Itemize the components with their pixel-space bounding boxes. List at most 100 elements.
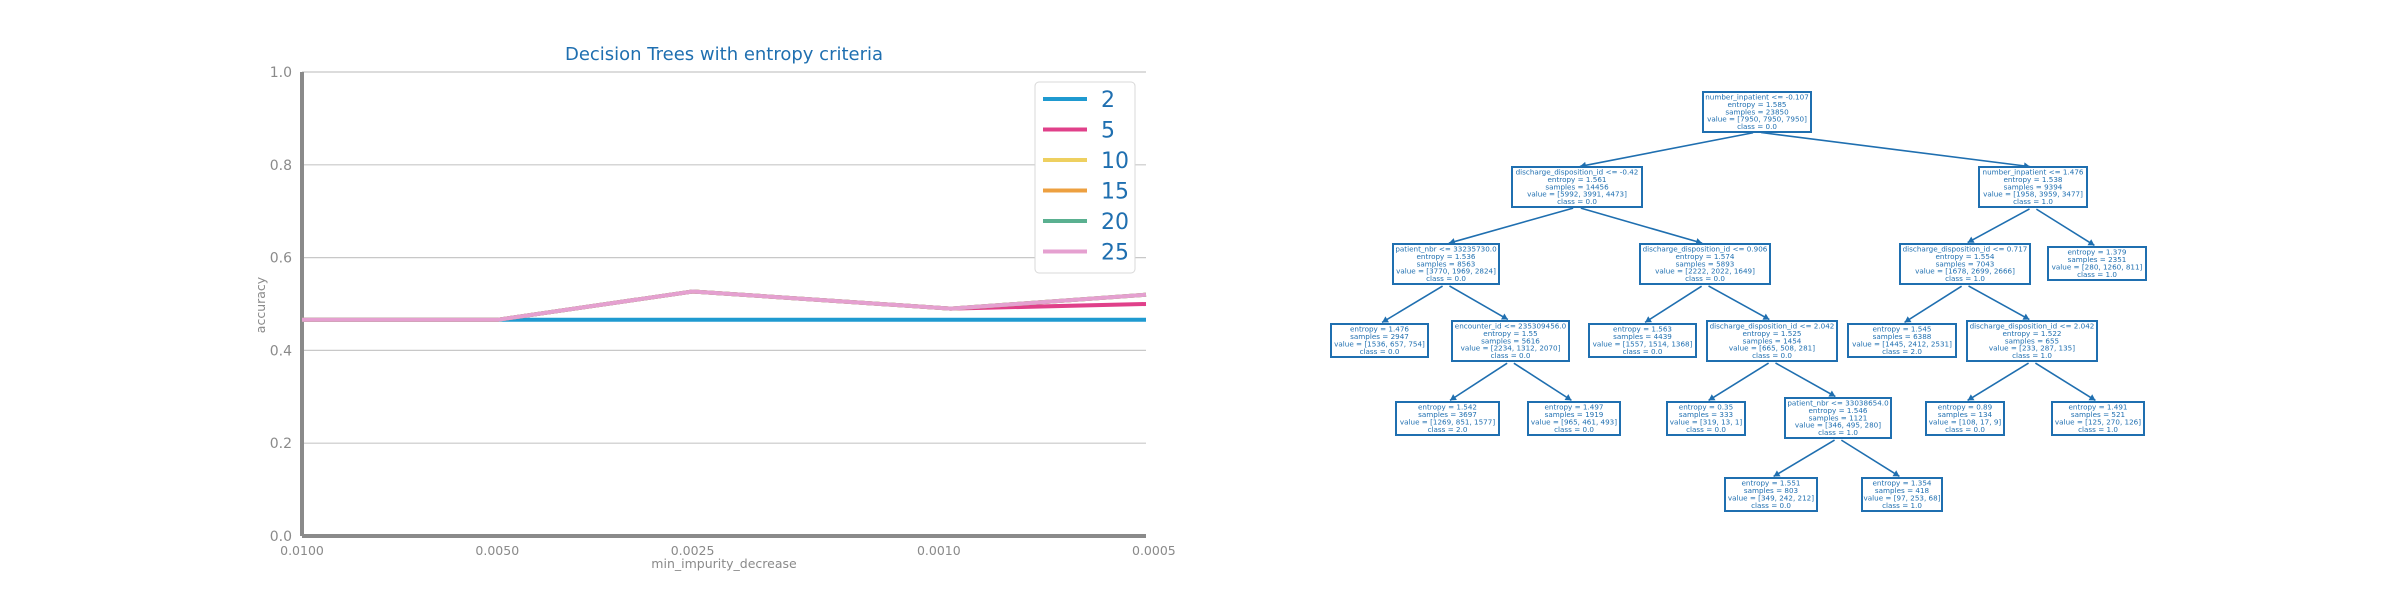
tree-node-text: discharge_disposition_id <= 0.717 <box>1903 245 2028 254</box>
tree-node-n10: discharge_disposition_id <= 2.042entropy… <box>1706 320 1838 362</box>
tree-node-text: entropy = 1.546 <box>1809 406 1868 415</box>
tree-node-text: value = [1678, 2699, 2666] <box>1915 267 2015 276</box>
tree-node-box <box>1330 323 1429 358</box>
tree-node-text: class = 0.0 <box>1557 197 1597 206</box>
tree-node-text: entropy = 0.89 <box>1938 403 1993 412</box>
tree-node-box <box>1392 243 1500 285</box>
tree-node-text: value = [1536, 657, 754] <box>1334 340 1425 349</box>
tree-edge-arrowhead <box>1564 394 1572 401</box>
tree-edge-arrowhead <box>1645 316 1652 323</box>
legend-label: 15 <box>1101 180 1129 205</box>
tree-edge-arrowhead <box>1967 394 1975 401</box>
x-tick-label: 0.0005 <box>1132 543 1176 558</box>
tree-node-text: value = [665, 508, 281] <box>1729 344 1815 353</box>
legend-label: 20 <box>1101 210 1129 235</box>
tree-edge <box>1579 131 1754 168</box>
tree-node-text: value = [1958, 3959, 3477] <box>1983 190 2083 199</box>
tree-node-text: samples = 655 <box>2005 336 2059 345</box>
tree-edges <box>1381 131 2096 478</box>
y-tick-label: 0.0 <box>270 529 292 545</box>
tree-edge <box>1381 285 1443 324</box>
tree-node-text: samples = 418 <box>1875 486 1930 495</box>
tree-edge-arrowhead <box>1382 316 1390 323</box>
tree-edge <box>1644 285 1703 324</box>
tree-edge-arrowhead <box>1500 313 1508 320</box>
tree-node-text: value = [125, 270, 126] <box>2055 418 2141 427</box>
tree-edge <box>1449 362 1508 402</box>
tree-node-text: class = 1.0 <box>1818 428 1858 437</box>
tree-node-text: entropy = 1.55 <box>1483 329 1537 338</box>
tree-node-text: value = [3770, 1969, 2824] <box>1396 267 1496 276</box>
tree-node-text: value = [346, 495, 280] <box>1795 421 1881 430</box>
series-line-25 <box>302 289 1147 322</box>
y-tick-label: 1.0 <box>270 65 292 81</box>
tree-node-text: class = 0.0 <box>1623 347 1663 356</box>
tree-edge <box>1513 362 1572 402</box>
tree-node-text: samples = 5893 <box>1676 259 1735 268</box>
tree-node-text: entropy = 0.35 <box>1679 403 1733 412</box>
tree-edge-arrowhead <box>1773 470 1781 477</box>
tree-edge-arrowhead <box>2022 313 2030 320</box>
tree-edge <box>1967 362 2030 402</box>
tree-node-text: samples = 333 <box>1679 410 1733 419</box>
tree-node-text: discharge_disposition_id <= 0.906 <box>1643 245 1768 254</box>
y-tick-label: 0.4 <box>270 343 292 359</box>
axes <box>300 72 1146 538</box>
tree-node-text: patient_nbr <= 33235730.0 <box>1395 245 1497 254</box>
tree-node-text: class = 2.0 <box>1428 425 1468 434</box>
tree-node-text: entropy = 1.545 <box>1873 325 1932 334</box>
tree-node-text: value = [1269, 851, 1577] <box>1400 418 1495 427</box>
tree-node-text: samples = 2947 <box>1350 332 1409 341</box>
tree-edge <box>1773 439 1835 478</box>
tree-node-n12: discharge_disposition_id <= 2.042entropy… <box>1966 320 2098 362</box>
tree-node-box <box>1899 243 2031 285</box>
tree-edge <box>2035 208 2095 247</box>
tree-node-text: samples = 5616 <box>1481 336 1540 345</box>
tree-node-text: samples = 803 <box>1744 486 1798 495</box>
tree-node-text: samples = 1454 <box>1743 336 1802 345</box>
tree-node-text: class = 1.0 <box>2012 351 2052 360</box>
tick-labels: 0.0 0.2 0.4 0.6 0.8 1.0 0.0100 0.0050 0.0025 0.00… <box>270 65 1176 558</box>
tree-edge-arrowhead <box>1708 394 1716 401</box>
tree-node-box <box>1639 243 1771 285</box>
tree-node-text: class = 1.0 <box>2078 425 2118 434</box>
tree-edge-arrowhead <box>1762 313 1770 320</box>
x-tick-label: 0.0050 <box>475 543 519 558</box>
legend-label: 5 <box>1101 119 1115 144</box>
tree-edge-arrowhead <box>1450 394 1457 401</box>
x-tick-label: 0.0025 <box>671 543 715 558</box>
tree-node-text: class = 0.0 <box>1752 351 1792 360</box>
tree-node-box <box>1978 166 2088 208</box>
tree-node-text: entropy = 1.563 <box>1613 325 1672 334</box>
tree-node-text: entropy = 1.497 <box>1545 403 1604 412</box>
tree-node-text: value = [5992, 3991, 4473] <box>1527 190 1627 199</box>
tree-node-text: class = 1.0 <box>2077 270 2117 279</box>
tree-node-text: entropy = 1.491 <box>2069 403 2128 412</box>
tree-node-text: samples = 3697 <box>1418 410 1477 419</box>
tree-node-text: class = 0.0 <box>1686 425 1726 434</box>
tree-edge <box>1967 208 2030 244</box>
tree-node-text: samples = 6388 <box>1873 332 1932 341</box>
tree-edge-arrowhead <box>2087 239 2095 246</box>
tree-edge <box>1968 285 2030 321</box>
tree-node-text: class = 0.0 <box>1751 501 1791 510</box>
tree-edge-arrowhead <box>1828 390 1836 397</box>
tree-node-box <box>1724 477 1818 512</box>
tree-node-box <box>1527 401 1621 436</box>
tree-node-text: samples = 1121 <box>1809 413 1868 422</box>
tree-node-text: value = [349, 242, 212] <box>1728 494 1814 503</box>
tree-node-n4: discharge_disposition_id <= 0.906entropy… <box>1639 243 1771 285</box>
tree-node-text: samples = 134 <box>1938 410 1993 419</box>
tree-node-n5: discharge_disposition_id <= 0.717entropy… <box>1899 243 2031 285</box>
